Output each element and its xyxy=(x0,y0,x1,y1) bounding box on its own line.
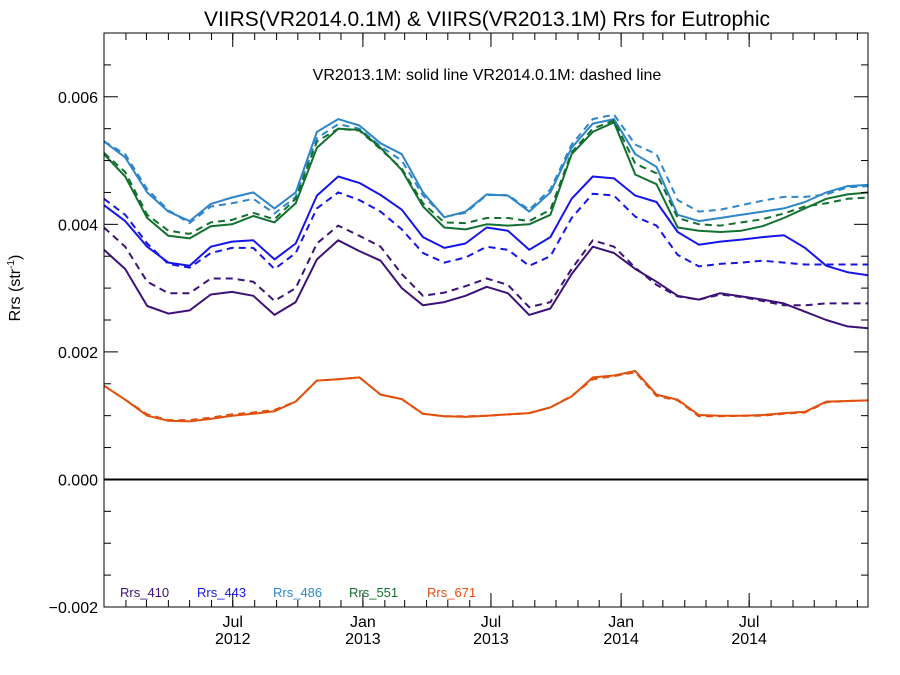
series-line-rrs-443-solid xyxy=(104,175,868,277)
axes: −0.0020.0000.0020.0040.006Jul2012Jan2013… xyxy=(49,32,869,648)
series-line-rrs-486-dashed xyxy=(104,113,868,225)
y-axis-label-superscript: -1 xyxy=(6,260,17,269)
y-tick-label: 0.000 xyxy=(58,472,98,489)
legend-entry-rrs-486: Rrs_486 xyxy=(273,585,322,600)
chart-title: VIIRS(VR2014.0.1M) & VIIRS(VR2013.1M) Rr… xyxy=(204,8,770,31)
series-line-rrs-410-dashed xyxy=(104,224,868,309)
series-line-rrs-551-solid xyxy=(104,121,868,240)
y-axis-label-text: Rrs (str xyxy=(7,268,24,321)
x-tick-label-month: Jan xyxy=(608,614,634,631)
x-tick-label-month: Jul xyxy=(223,614,243,631)
x-tick-label-year: 2014 xyxy=(731,631,767,648)
series-line-rrs-443-dashed xyxy=(104,191,868,270)
x-tick-label-year: 2013 xyxy=(345,631,381,648)
series-line-rrs-671-dashed xyxy=(104,371,868,422)
chart-subtitle: VR2013.1M: solid line VR2014.0.1M: dashe… xyxy=(313,67,662,84)
y-tick-label: 0.006 xyxy=(58,90,98,107)
series-line-rrs-671-solid xyxy=(104,370,868,423)
legend: Rrs_410 Rrs_443 Rrs_486 Rrs_551 Rrs_671 xyxy=(120,585,476,600)
legend-entry-rrs-551: Rrs_551 xyxy=(349,585,398,600)
legend-entry-rrs-410: Rrs_410 xyxy=(120,585,169,600)
y-tick-label: 0.002 xyxy=(58,345,98,362)
plot-area xyxy=(104,113,868,481)
plot-frame xyxy=(103,32,869,608)
y-tick-label: −0.002 xyxy=(49,600,98,617)
y-axis-label-close: ) xyxy=(7,255,24,260)
x-tick-label-year: 2013 xyxy=(473,631,509,648)
y-axis-label: Rrs (str-1) xyxy=(6,255,24,322)
x-tick-label-year: 2014 xyxy=(603,631,639,648)
x-tick-label-month: Jul xyxy=(739,614,759,631)
y-tick-label: 0.004 xyxy=(58,217,98,234)
x-tick-label-month: Jul xyxy=(481,614,501,631)
series-line-rrs-551-dashed xyxy=(104,119,868,235)
svg-text:Rrs (str-1): Rrs (str-1) xyxy=(6,255,24,322)
series-line-rrs-410-solid xyxy=(104,239,868,330)
legend-entry-rrs-671: Rrs_671 xyxy=(427,585,476,600)
legend-entry-rrs-443: Rrs_443 xyxy=(197,585,246,600)
x-tick-label-year: 2012 xyxy=(215,631,251,648)
x-tick-label-month: Jan xyxy=(350,614,376,631)
series-line-rrs-486-solid xyxy=(104,118,868,223)
